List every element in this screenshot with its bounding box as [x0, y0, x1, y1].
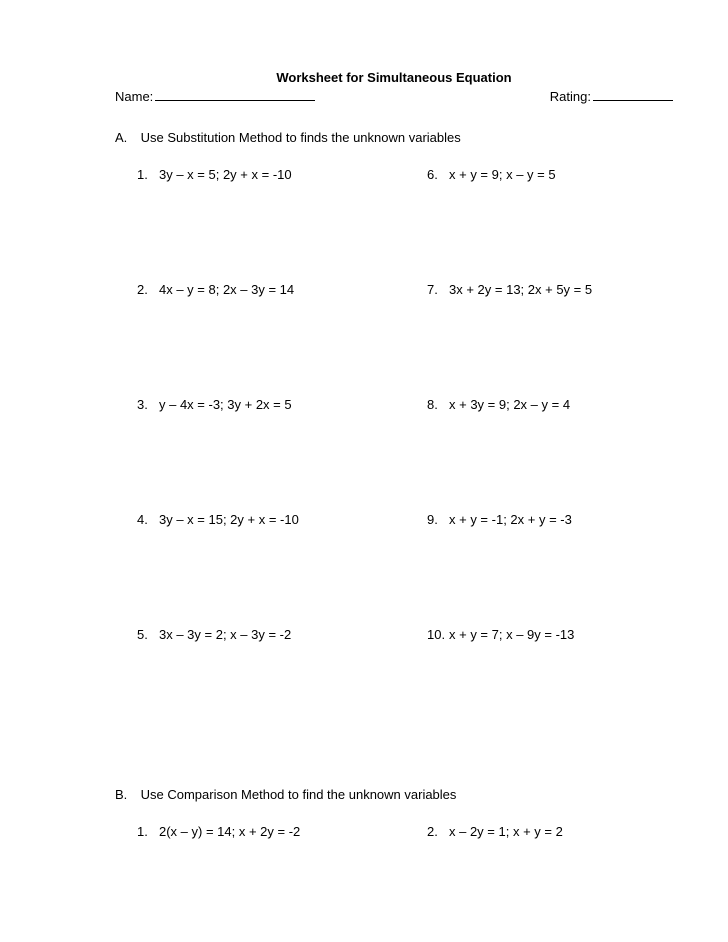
problem-number: 10. [427, 627, 449, 642]
problem-row: 2. 4x – y = 8; 2x – 3y = 14 7. 3x + 2y =… [137, 282, 673, 297]
problem-left: 2. 4x – y = 8; 2x – 3y = 14 [137, 282, 427, 297]
problem-text: x + y = 7; x – 9y = -13 [449, 627, 574, 642]
problem-number: 1. [137, 824, 159, 839]
problem-text: x + y = 9; x – y = 5 [449, 167, 556, 182]
problem-right: 10. x + y = 7; x – 9y = -13 [427, 627, 574, 642]
problem-number: 2. [427, 824, 449, 839]
problem-number: 2. [137, 282, 159, 297]
problem-right: 2. x – 2y = 1; x + y = 2 [427, 824, 563, 839]
problem-text: 3y – x = 5; 2y + x = -10 [159, 167, 292, 182]
worksheet-title: Worksheet for Simultaneous Equation [55, 70, 673, 85]
problem-right: 6. x + y = 9; x – y = 5 [427, 167, 556, 182]
section-a-letter: A. [115, 130, 137, 145]
problem-row: 4. 3y – x = 15; 2y + x = -10 9. x + y = … [137, 512, 673, 527]
section-b-instruction: Use Comparison Method to find the unknow… [141, 787, 457, 802]
problem-left: 1. 2(x – y) = 14; x + 2y = -2 [137, 824, 427, 839]
problem-text: x + 3y = 9; 2x – y = 4 [449, 397, 570, 412]
problem-number: 1. [137, 167, 159, 182]
section-a-instruction: Use Substitution Method to finds the unk… [141, 130, 461, 145]
problem-number: 9. [427, 512, 449, 527]
problem-text: 3x – 3y = 2; x – 3y = -2 [159, 627, 291, 642]
name-input-line[interactable] [155, 89, 315, 101]
problem-left: 3. y – 4x = -3; 3y + 2x = 5 [137, 397, 427, 412]
name-field: Name: [115, 89, 315, 104]
section-b-problems: 1. 2(x – y) = 14; x + 2y = -2 2. x – 2y … [55, 824, 673, 839]
section-b-header: B. Use Comparison Method to find the unk… [55, 787, 673, 802]
problem-row: 3. y – 4x = -3; 3y + 2x = 5 8. x + 3y = … [137, 397, 673, 412]
rating-input-line[interactable] [593, 89, 673, 101]
problem-row: 1. 2(x – y) = 14; x + 2y = -2 2. x – 2y … [137, 824, 673, 839]
problem-row: 5. 3x – 3y = 2; x – 3y = -2 10. x + y = … [137, 627, 673, 642]
rating-label: Rating: [550, 89, 591, 104]
header-row: Name: Rating: [55, 89, 673, 104]
problem-left: 4. 3y – x = 15; 2y + x = -10 [137, 512, 427, 527]
problem-left: 5. 3x – 3y = 2; x – 3y = -2 [137, 627, 427, 642]
problem-number: 8. [427, 397, 449, 412]
problem-number: 5. [137, 627, 159, 642]
problem-right: 7. 3x + 2y = 13; 2x + 5y = 5 [427, 282, 592, 297]
problem-right: 9. x + y = -1; 2x + y = -3 [427, 512, 572, 527]
problem-text: 4x – y = 8; 2x – 3y = 14 [159, 282, 294, 297]
problem-number: 4. [137, 512, 159, 527]
problem-text: x – 2y = 1; x + y = 2 [449, 824, 563, 839]
section-a-problems: 1. 3y – x = 5; 2y + x = -10 6. x + y = 9… [55, 167, 673, 642]
problem-number: 3. [137, 397, 159, 412]
problem-row: 1. 3y – x = 5; 2y + x = -10 6. x + y = 9… [137, 167, 673, 182]
name-label: Name: [115, 89, 153, 104]
problem-left: 1. 3y – x = 5; 2y + x = -10 [137, 167, 427, 182]
section-a-header: A. Use Substitution Method to finds the … [55, 130, 673, 145]
problem-text: 2(x – y) = 14; x + 2y = -2 [159, 824, 300, 839]
problem-text: x + y = -1; 2x + y = -3 [449, 512, 572, 527]
section-b-letter: B. [115, 787, 137, 802]
problem-text: y – 4x = -3; 3y + 2x = 5 [159, 397, 292, 412]
problem-text: 3y – x = 15; 2y + x = -10 [159, 512, 299, 527]
problem-number: 7. [427, 282, 449, 297]
problem-number: 6. [427, 167, 449, 182]
rating-field: Rating: [550, 89, 673, 104]
problem-right: 8. x + 3y = 9; 2x – y = 4 [427, 397, 570, 412]
problem-text: 3x + 2y = 13; 2x + 5y = 5 [449, 282, 592, 297]
